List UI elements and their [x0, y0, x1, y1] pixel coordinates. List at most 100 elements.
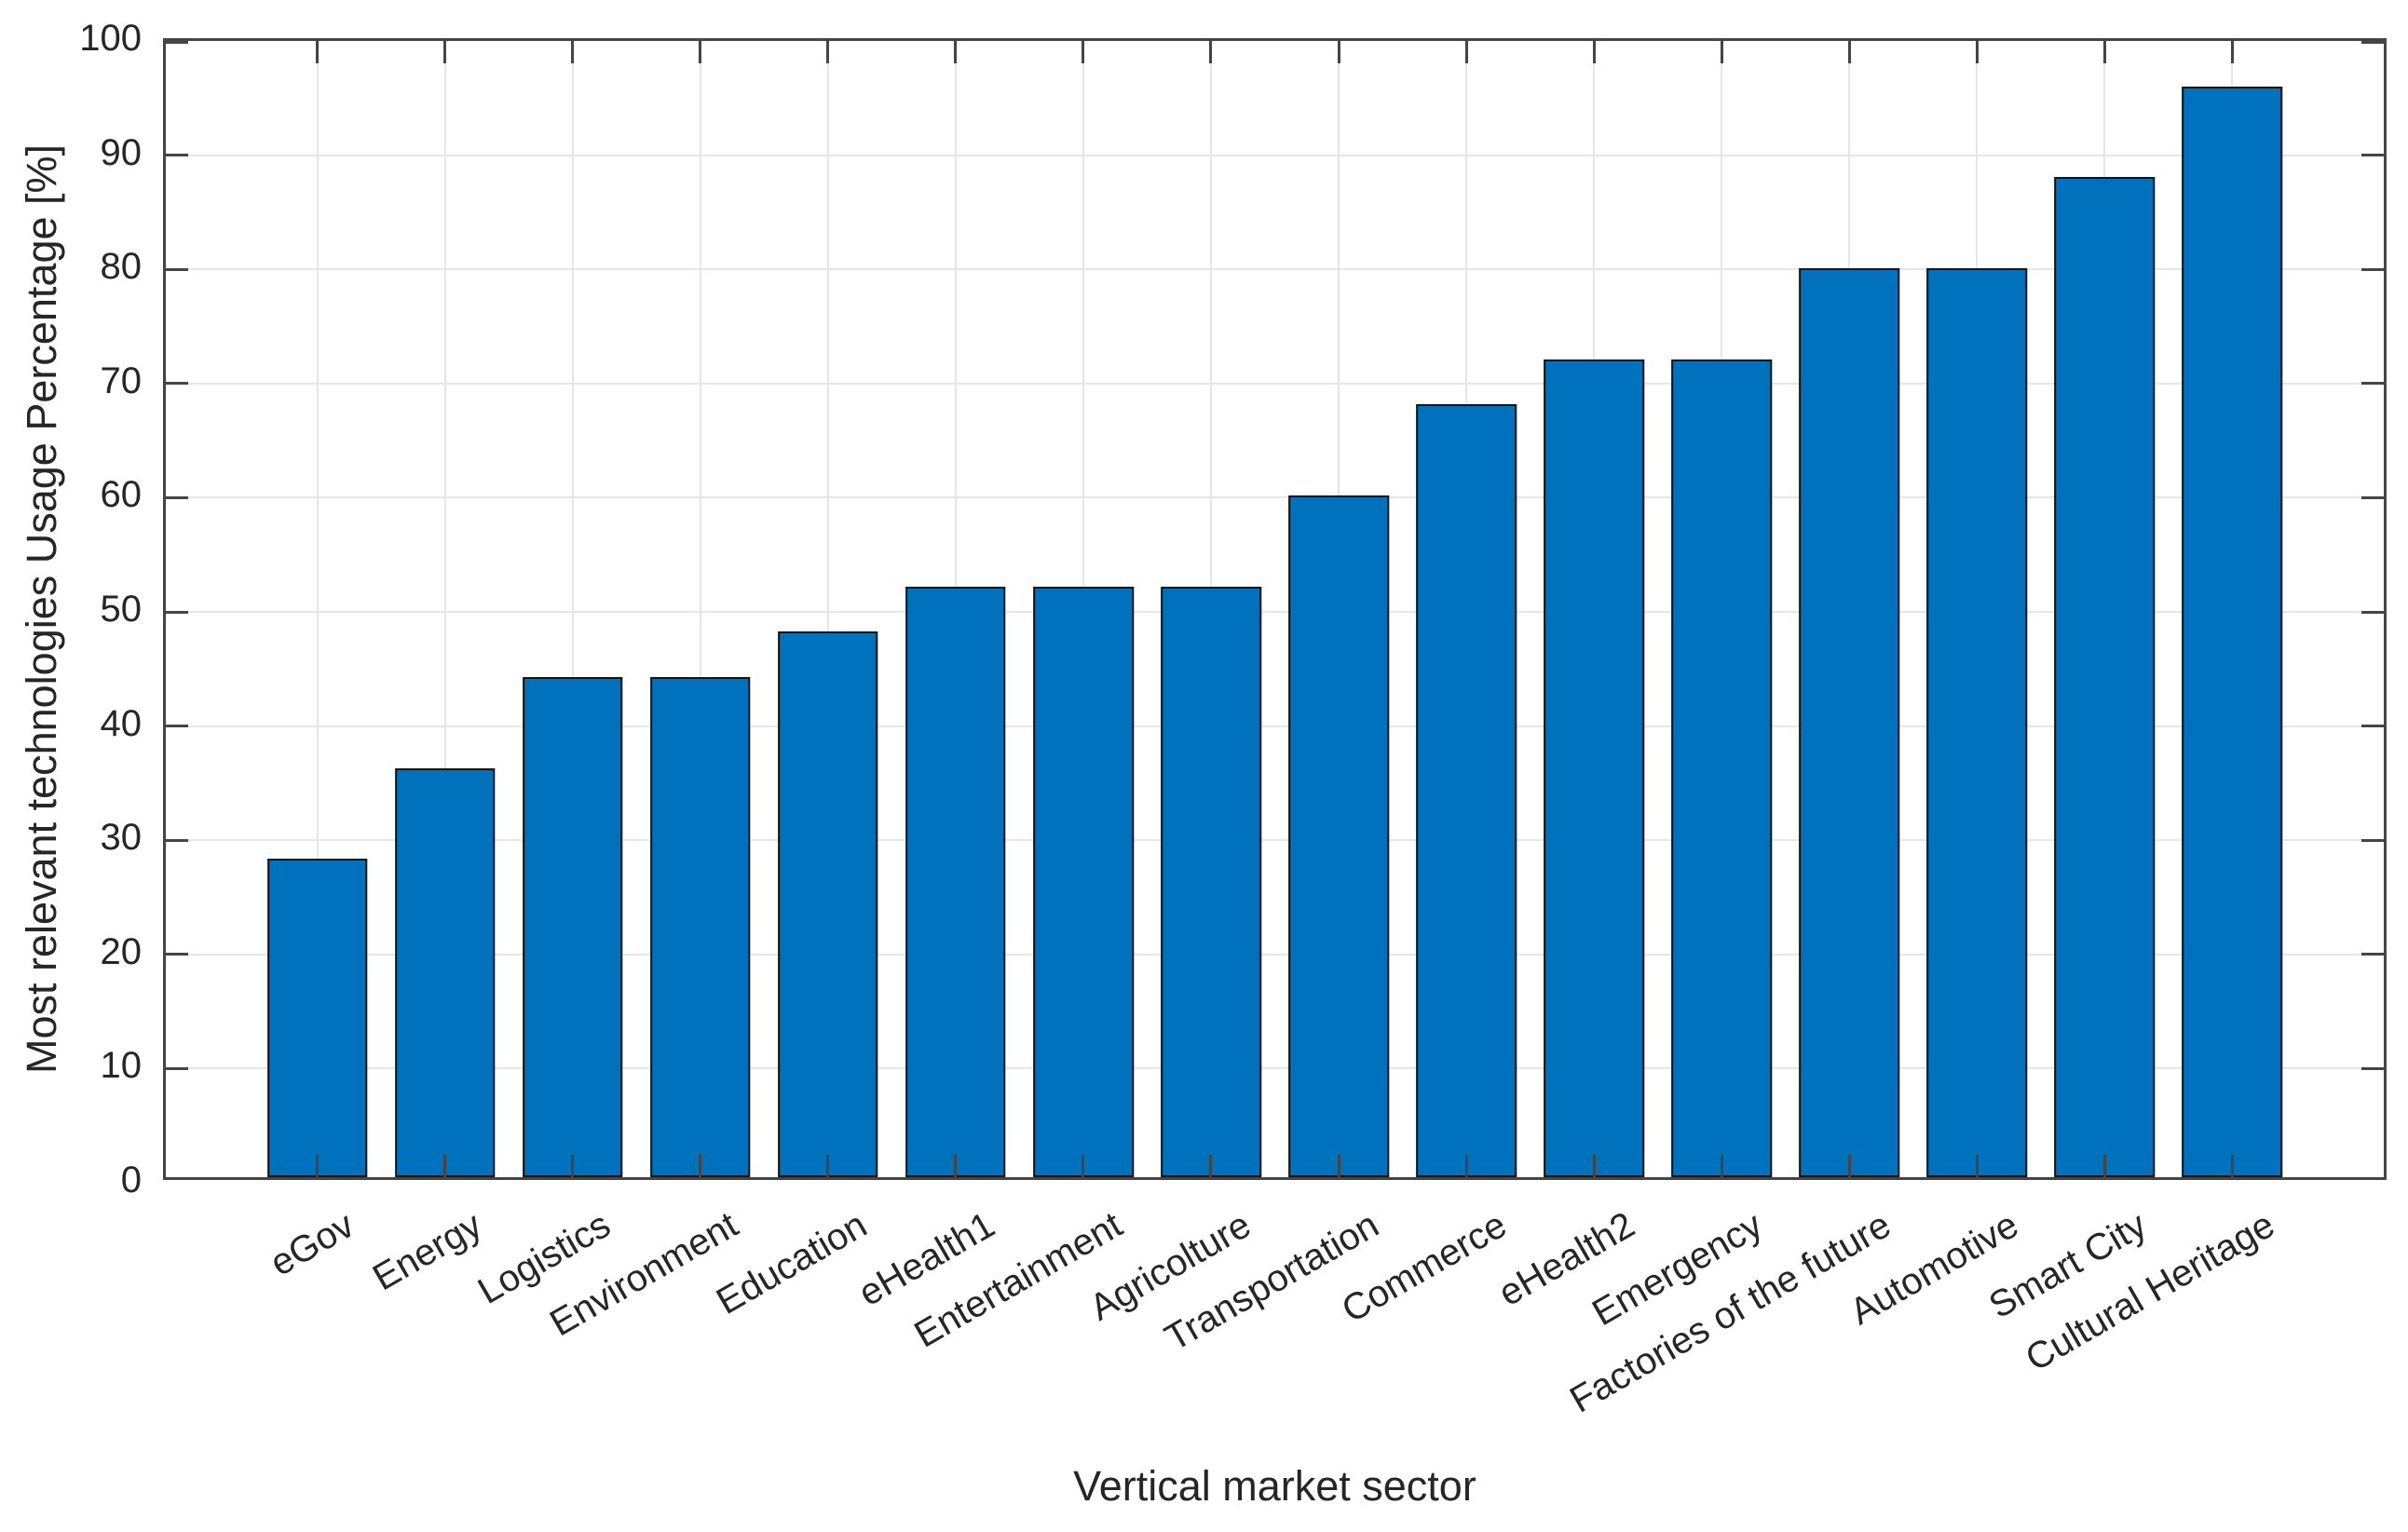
y-left-tick-50 [166, 610, 188, 614]
ytick-label-20: 20 [100, 930, 143, 972]
y-left-tick-0 [166, 1177, 188, 1180]
x-gridline-logistics [571, 41, 574, 1177]
slot-transportation [1275, 41, 1403, 1177]
y-right-tick-30 [2361, 838, 2384, 842]
y-right-tick-90 [2361, 154, 2384, 157]
bottom-tick-ehealth2 [1592, 1155, 1596, 1177]
y-right-tick-50 [2361, 610, 2384, 614]
y-left-tick-100 [166, 41, 188, 44]
top-tick-education [826, 41, 830, 63]
ytick-label-40: 40 [100, 702, 143, 744]
slot-ehealth2 [1531, 41, 1658, 1177]
slot-cultural-heritage [2169, 41, 2296, 1177]
top-tick-commerce [1464, 41, 1468, 63]
bar-automotive [1926, 268, 2028, 1177]
top-tick-transportation [1337, 41, 1340, 63]
bottom-tick-transportation [1337, 1155, 1340, 1177]
bar-smart-city [2054, 177, 2156, 1177]
y-right-tick-60 [2361, 495, 2384, 499]
slot-energy [381, 41, 509, 1177]
xtick-label-energy: Energy [366, 1204, 490, 1299]
y-right-tick-10 [2361, 1066, 2384, 1070]
ytick-label-0: 0 [120, 1159, 142, 1200]
y-gridline-50 [166, 611, 2384, 613]
top-tick-entertainment [1082, 41, 1085, 63]
ytick-label-50: 50 [100, 589, 143, 630]
y-left-tick-70 [166, 382, 188, 386]
bottom-tick-factories-of-the-future [1847, 1155, 1851, 1177]
bottom-tick-ehealth1 [954, 1155, 958, 1177]
ytick-label-90: 90 [100, 131, 143, 173]
bottom-tick-emergency [1720, 1155, 1723, 1177]
y-left-tick-20 [166, 953, 188, 956]
bottom-tick-logistics [571, 1155, 575, 1177]
slot-emergency [1658, 41, 1786, 1177]
slot-egov [253, 41, 381, 1177]
top-tick-automotive [1975, 41, 1979, 63]
slot-entertainment [1019, 41, 1147, 1177]
bar-energy [394, 767, 496, 1177]
y-gridline-80 [166, 268, 2384, 271]
bottom-tick-egov [316, 1155, 320, 1177]
x-axis-label: Vertical market sector [1073, 1462, 1476, 1510]
x-gridline-energy [443, 41, 446, 1177]
bar-transportation [1288, 495, 1389, 1177]
y-left-tick-60 [166, 495, 188, 499]
y-right-tick-40 [2361, 725, 2384, 728]
slot-environment [636, 41, 764, 1177]
y-gridline-90 [166, 154, 2384, 156]
bar-education [777, 631, 878, 1177]
y-gridline-40 [166, 725, 2384, 727]
ytick-label-80: 80 [100, 246, 143, 288]
bottom-tick-environment [699, 1155, 702, 1177]
y-gridline-60 [166, 496, 2384, 499]
y-gridline-10 [166, 1067, 2384, 1070]
bar-emergency [1671, 359, 1773, 1177]
x-gridline-environment [699, 41, 701, 1177]
bottom-tick-automotive [1975, 1155, 1979, 1177]
ytick-label-30: 30 [100, 817, 143, 859]
bar-ehealth1 [905, 586, 1006, 1177]
top-tick-environment [699, 41, 702, 63]
bottom-tick-education [826, 1155, 830, 1177]
bottom-tick-entertainment [1082, 1155, 1085, 1177]
slot-commerce [1403, 41, 1531, 1177]
ytick-label-100: 100 [79, 18, 142, 59]
bar-ehealth2 [1544, 359, 1644, 1177]
y-left-tick-40 [166, 725, 188, 728]
y-gridline-20 [166, 953, 2384, 956]
top-tick-logistics [571, 41, 575, 63]
slot-logistics [509, 41, 636, 1177]
top-tick-ehealth1 [954, 41, 958, 63]
bar-entertainment [1033, 586, 1134, 1177]
slot-agricolture [1147, 41, 1274, 1177]
bottom-tick-commerce [1464, 1155, 1468, 1177]
top-tick-cultural-heritage [2230, 41, 2234, 63]
plot-area [163, 38, 2387, 1180]
top-tick-smart-city [2102, 41, 2106, 63]
bottom-tick-energy [443, 1155, 447, 1177]
y-left-tick-90 [166, 154, 188, 157]
bar-logistics [522, 677, 623, 1177]
y-right-tick-100 [2361, 41, 2384, 44]
bar-egov [266, 859, 368, 1177]
top-tick-emergency [1720, 41, 1723, 63]
top-tick-agricolture [1209, 41, 1213, 63]
bar-factories-of-the-future [1799, 268, 1900, 1177]
y-left-tick-10 [166, 1066, 188, 1070]
bar-commerce [1416, 404, 1517, 1177]
top-tick-ehealth2 [1592, 41, 1596, 63]
bottom-tick-agricolture [1209, 1155, 1213, 1177]
y-right-tick-20 [2361, 953, 2384, 956]
ytick-label-70: 70 [100, 359, 143, 401]
y-gridline-70 [166, 382, 2384, 385]
bar-agricolture [1161, 586, 1261, 1177]
bottom-tick-cultural-heritage [2230, 1155, 2234, 1177]
xtick-label-egov: eGov [263, 1204, 361, 1284]
x-gridline-education [826, 41, 829, 1177]
y-left-tick-30 [166, 838, 188, 842]
slot-ehealth1 [891, 41, 1019, 1177]
x-gridline-egov [316, 41, 319, 1177]
slot-education [764, 41, 891, 1177]
